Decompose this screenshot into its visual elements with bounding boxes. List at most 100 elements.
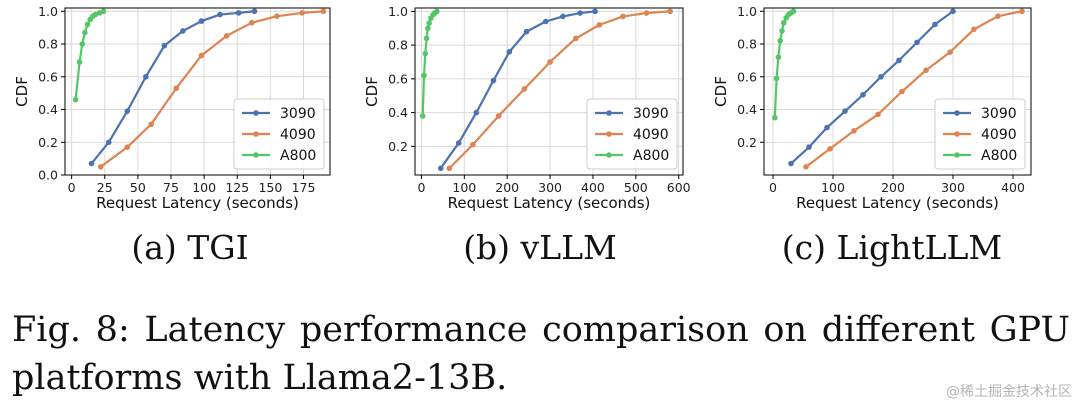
data-point-3090 <box>788 160 794 167</box>
data-point-a800 <box>425 25 431 32</box>
data-point-4090 <box>274 13 280 19</box>
x-tick-label: 500 <box>624 180 648 195</box>
legend: 3090 4090 A800 <box>586 98 678 170</box>
y-tick-label: 1.0 <box>38 4 58 19</box>
data-point-4090 <box>667 8 673 15</box>
x-tick-label: 400 <box>1001 180 1025 195</box>
plot-frame <box>414 7 684 176</box>
series-line-3090 <box>790 10 954 165</box>
legend-box <box>586 98 678 170</box>
series-line-a800 <box>773 10 795 118</box>
chart-b: 0 100 200 300 400 500 600 0.2 0.4 0.6 0.8 1.0 Reques… <box>363 4 691 212</box>
data-point-3090 <box>824 124 830 131</box>
data-point-3090 <box>560 13 566 20</box>
data-point-4090 <box>995 13 1001 19</box>
data-point-4090 <box>573 35 579 42</box>
data-point-3090 <box>473 109 480 116</box>
x-tick-label: 0 <box>68 180 76 195</box>
data-point-3090 <box>950 8 956 15</box>
data-point-a800 <box>76 59 83 65</box>
data-point-a800 <box>84 21 91 28</box>
x-tick-label: 400 <box>581 180 605 195</box>
data-point-4090 <box>223 33 230 39</box>
data-point-3090 <box>490 77 497 84</box>
data-point-4090 <box>547 59 553 65</box>
data-point-4090 <box>803 164 809 170</box>
data-point-4090 <box>643 10 650 16</box>
legend-box <box>233 98 325 170</box>
data-point-a800 <box>82 29 88 36</box>
data-point-4090 <box>851 127 857 134</box>
plot-frame <box>763 7 1032 176</box>
legend-marker-3090 <box>253 110 259 116</box>
subcaption-c: (c) LightLLM <box>781 228 1003 267</box>
x-tick-label: 200 <box>495 180 519 195</box>
data-point-3090 <box>251 8 258 15</box>
data-point-4090 <box>124 144 131 150</box>
x-axis-title: Request Latency (seconds) <box>448 194 651 212</box>
x-tick-label: 100 <box>452 180 476 195</box>
legend-label-4090: 4090 <box>981 127 1017 143</box>
data-point-3090 <box>506 49 513 55</box>
data-point-3090 <box>180 28 186 34</box>
data-point-3090 <box>860 91 866 98</box>
legend: 3090 4090 A800 <box>233 98 325 170</box>
data-point-a800 <box>100 8 107 15</box>
legend-label-a800: A800 <box>633 148 669 164</box>
x-tick-label: 100 <box>821 180 845 195</box>
data-point-3090 <box>437 165 444 172</box>
data-point-3090 <box>198 18 205 24</box>
data-point-a800 <box>775 54 782 60</box>
data-point-a800 <box>421 72 427 79</box>
data-point-3090 <box>523 28 530 35</box>
data-point-a800 <box>781 19 787 26</box>
data-point-3090 <box>896 57 902 64</box>
y-axis-title: CDF <box>712 76 730 107</box>
y-tick-label: 1.0 <box>388 4 408 19</box>
x-tick-label: 0 <box>769 180 777 195</box>
data-point-3090 <box>878 73 884 80</box>
data-point-3090 <box>577 10 583 16</box>
data-point-4090 <box>148 121 154 128</box>
data-point-3090 <box>105 139 112 146</box>
data-point-3090 <box>806 144 812 150</box>
data-point-4090 <box>495 113 502 119</box>
data-point-a800 <box>426 20 432 26</box>
legend-label-3090: 3090 <box>633 106 669 122</box>
y-tick-label: 0.8 <box>737 37 757 52</box>
data-point-4090 <box>899 88 905 95</box>
y-tick-label: 0.4 <box>737 102 757 117</box>
legend-label-3090: 3090 <box>981 106 1017 122</box>
y-tick-label: 0.8 <box>388 38 408 53</box>
series-line-3090 <box>90 10 255 165</box>
data-point-3090 <box>592 8 598 15</box>
legend-marker-4090 <box>253 131 259 137</box>
data-point-3090 <box>932 21 938 28</box>
legend-label-a800: A800 <box>280 148 316 164</box>
y-tick-label: 0.2 <box>737 135 757 150</box>
data-point-4090 <box>249 19 255 26</box>
legend-label-3090: 3090 <box>280 106 316 122</box>
data-point-3090 <box>143 73 149 80</box>
x-tick-label: 150 <box>258 180 282 195</box>
data-point-a800 <box>777 37 783 44</box>
watermark: @稀土掘金技术社区 <box>946 384 1072 400</box>
y-tick-label: 0.4 <box>388 105 408 120</box>
data-point-4090 <box>299 10 305 16</box>
data-point-3090 <box>161 42 168 49</box>
legend-marker-3090 <box>954 110 960 116</box>
data-point-4090 <box>446 165 453 172</box>
data-point-4090 <box>1019 8 1025 15</box>
legend-marker-4090 <box>954 131 960 137</box>
data-point-a800 <box>779 28 785 34</box>
legend: 3090 4090 A800 <box>934 98 1026 170</box>
data-point-a800 <box>72 96 79 103</box>
data-point-3090 <box>914 39 920 46</box>
data-point-4090 <box>173 85 180 92</box>
data-point-4090 <box>320 8 327 15</box>
x-tick-label: 600 <box>667 180 691 195</box>
legend-marker-4090 <box>606 131 612 137</box>
x-axis-title: Request Latency (seconds) <box>796 194 999 212</box>
x-tick-label: 200 <box>881 180 905 195</box>
y-tick-label: 0.0 <box>38 168 58 183</box>
